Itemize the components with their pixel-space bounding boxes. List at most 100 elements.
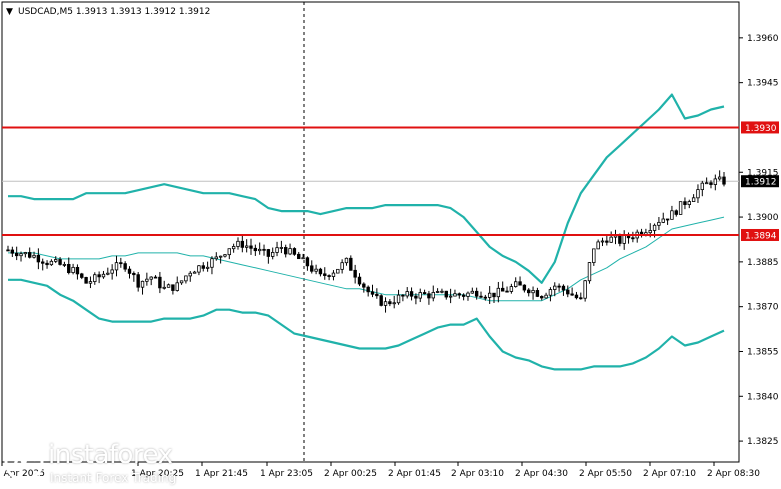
symbol-header-text: USDCAD,M5 1.3913 1.3913 1.3912 1.3912: [18, 7, 210, 17]
candle-body: [262, 248, 266, 251]
candle-body: [145, 278, 149, 282]
candle-body: [531, 290, 535, 294]
y-tick-label: 1.3900: [747, 213, 779, 223]
candle-body: [223, 254, 227, 257]
plot-frame: [1, 1, 740, 463]
candle-body: [557, 285, 561, 288]
candle-body: [162, 286, 166, 289]
candle-body: [687, 201, 691, 205]
candle-body: [275, 247, 279, 253]
y-tick-label: 1.3870: [747, 303, 779, 313]
candle-body: [175, 282, 179, 291]
candle-body: [49, 260, 54, 266]
x-tick-label: 1 Apr 21:45: [195, 469, 248, 479]
candle-body: [158, 276, 162, 289]
bollinger-layer: [8, 93, 725, 371]
chart-header[interactable]: ▼ USDCAD,M5 1.3913 1.3913 1.3912 1.3912: [6, 7, 210, 17]
candle-body: [678, 201, 683, 215]
candle-body: [197, 265, 201, 273]
candle-body: [62, 264, 67, 266]
candle-body: [592, 248, 596, 263]
candle-body: [709, 182, 713, 185]
candle-body: [192, 271, 197, 274]
candle-body: [23, 252, 28, 255]
y-tick-label: 1.3840: [747, 392, 779, 402]
candle-body: [93, 274, 97, 282]
candle-body: [704, 182, 709, 185]
candle-body: [340, 262, 344, 270]
candle-body: [574, 294, 579, 299]
axes-layer: 1.38251.38401.38551.38701.38851.39001.39…: [0, 34, 779, 479]
candle-body: [288, 248, 292, 255]
candle-body: [392, 302, 396, 305]
candle-body: [123, 263, 127, 270]
candle-body: [357, 276, 362, 285]
candle-body: [236, 240, 240, 247]
candle-body: [153, 276, 158, 279]
candle-body: [88, 281, 93, 284]
candle-body: [80, 273, 84, 278]
candle-body: [140, 280, 145, 288]
candle-body: [405, 291, 409, 297]
candle-body: [184, 275, 188, 282]
x-tick-label: 2 Apr 07:10: [643, 469, 696, 479]
y-tick-label: 1.3825: [747, 437, 779, 447]
candle-body: [540, 296, 544, 299]
candle-body: [54, 259, 58, 262]
candle-body: [27, 252, 32, 258]
candle-body: [440, 290, 444, 293]
candle-body: [127, 268, 132, 274]
candle-body: [691, 197, 696, 202]
candle-body: [466, 292, 470, 297]
candle-body: [674, 210, 678, 215]
candle-body: [19, 253, 23, 257]
candle-body: [284, 247, 288, 255]
symbol-dropdown-icon[interactable]: ▼: [6, 7, 13, 17]
candle-body: [166, 284, 171, 288]
bollinger-middle-line: [8, 216, 725, 302]
candle-body: [353, 269, 357, 278]
candle-body: [231, 246, 236, 250]
candle-body: [470, 290, 475, 294]
level-price-tag: [741, 121, 779, 134]
candle-body: [444, 290, 448, 298]
candle-body: [214, 256, 218, 260]
candle-body: [362, 283, 366, 288]
candle-body: [45, 262, 49, 266]
current-price-tag: [741, 175, 779, 188]
candle-body: [310, 265, 314, 272]
candle-body: [683, 201, 687, 205]
candle-body: [401, 294, 405, 297]
candle-body: [422, 292, 427, 295]
x-tick-label: 1 Apr 23:05: [260, 469, 313, 479]
candle-body: [670, 210, 674, 220]
candle-body: [331, 272, 336, 277]
candle-body: [188, 272, 192, 277]
candle-body: [613, 235, 618, 238]
candle-body: [388, 301, 392, 305]
candle-body: [435, 291, 440, 293]
candles-layer: [6, 170, 726, 313]
candle-body: [596, 241, 600, 250]
candle-body: [396, 294, 401, 304]
candle-body: [171, 284, 175, 291]
candle-body: [344, 257, 349, 264]
candle-body: [32, 254, 36, 258]
candle-body: [479, 295, 483, 298]
candle-body: [323, 273, 327, 276]
candle-body: [97, 274, 101, 278]
candle-body: [527, 289, 531, 294]
candle-body: [6, 249, 10, 252]
candle-body: [600, 240, 605, 243]
candle-body: [722, 176, 726, 185]
candle-body: [101, 273, 106, 278]
candle-body: [36, 254, 41, 263]
candle-body: [474, 290, 479, 297]
candle-body: [717, 176, 722, 180]
level-price-tag: [741, 228, 779, 241]
candle-body: [652, 224, 657, 231]
candle-body: [700, 182, 705, 191]
candle-body: [297, 253, 301, 260]
